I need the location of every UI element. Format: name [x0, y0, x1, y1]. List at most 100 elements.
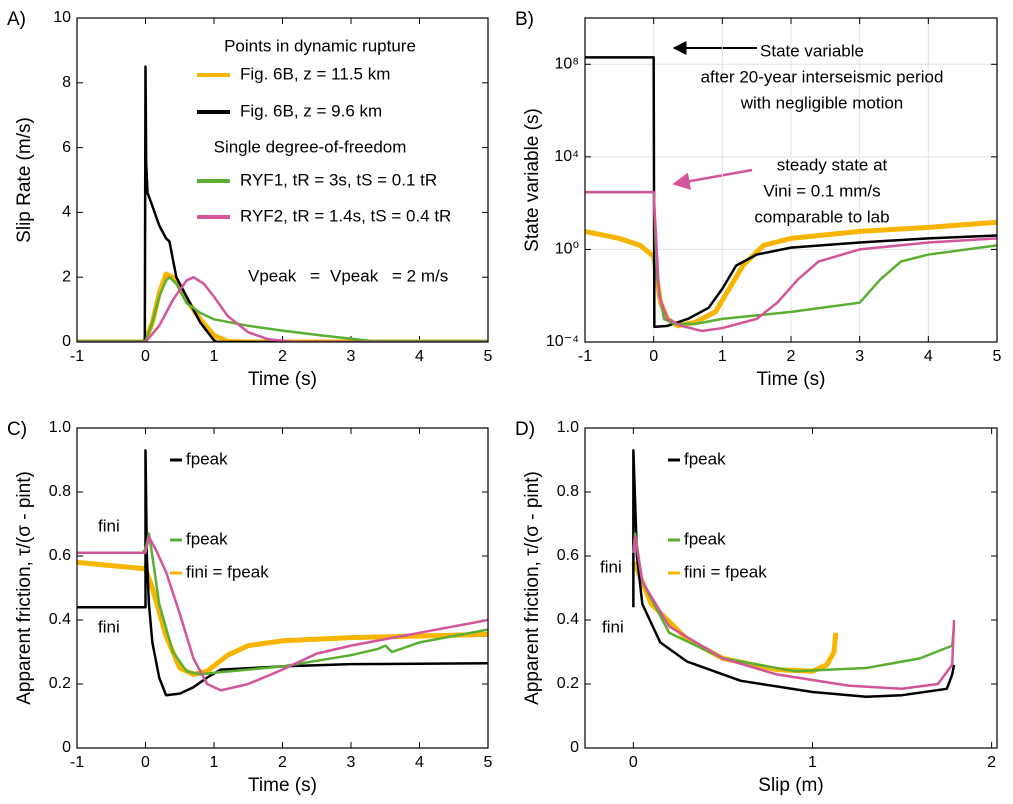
x-axis-label: Slip (m)	[758, 775, 823, 796]
legend-label: RYF1, tR = 3s, tS = 0.1 tR	[240, 170, 437, 189]
data-line	[632, 449, 956, 699]
x-tick-label: 2	[278, 348, 287, 365]
y-tick-label: 8	[62, 74, 71, 91]
annotation: Vpeak	[330, 266, 379, 285]
x-tick-label: -1	[70, 348, 84, 365]
annotation: fini	[602, 617, 624, 636]
annotation: fini	[600, 557, 622, 576]
annotation: after 20-year interseismic period	[701, 67, 944, 86]
y-axis-label: Slip Rate (m/s)	[14, 117, 35, 243]
annotation: fpeak	[684, 529, 726, 548]
annotation: comparable to lab	[754, 207, 889, 226]
y-tick-label: 4	[62, 204, 71, 221]
plot-frame	[76, 17, 489, 343]
x-tick-label: 1	[718, 348, 727, 365]
annotation: fpeak	[186, 529, 228, 548]
x-tick-label: 3	[347, 754, 356, 771]
y-tick-label: 10⁸	[554, 56, 579, 73]
annotation: State variable	[760, 41, 864, 60]
panel-label: A)	[7, 9, 26, 30]
annotation: fini	[98, 617, 120, 636]
x-tick-label: 2	[278, 754, 287, 771]
x-tick-label: -1	[578, 348, 592, 365]
data-line	[632, 535, 956, 691]
data-line	[632, 532, 956, 673]
x-tick-label: 5	[484, 348, 493, 365]
x-tick-label: 1	[210, 754, 219, 771]
data-line	[77, 275, 488, 342]
data-line	[585, 219, 997, 329]
y-tick-label: 0.6	[557, 547, 579, 564]
plot-frame	[584, 17, 998, 343]
plot-frame	[584, 427, 998, 749]
plot-lines	[585, 56, 997, 333]
annotation: fpeak	[186, 449, 228, 468]
panel-label: D)	[515, 419, 535, 440]
data-line	[77, 449, 488, 697]
annotation: fini = fpeak	[684, 562, 767, 581]
data-line	[77, 275, 488, 342]
x-axis-label: Time (s)	[248, 369, 317, 390]
y-tick-label: 0.4	[49, 611, 71, 628]
x-axis-label: Time (s)	[248, 775, 317, 796]
annotation: Points in dynamic rupture	[224, 36, 416, 55]
y-tick-label: 1.0	[557, 419, 579, 436]
x-tick-label: 4	[415, 754, 424, 771]
annotation: fini = fpeak	[186, 562, 269, 581]
panel-label: B)	[515, 9, 534, 30]
y-tick-label: 0	[62, 333, 71, 350]
x-tick-label: 3	[347, 348, 356, 365]
y-tick-label: 10⁰	[555, 241, 579, 258]
x-tick-label: 0	[649, 348, 658, 365]
y-tick-label: 10⁴	[554, 148, 579, 165]
y-tick-label: 0.2	[49, 675, 71, 692]
y-axis-label: Apparent friction, τ/(σ - pint)	[14, 471, 35, 705]
panel-label: C)	[7, 419, 27, 440]
x-tick-label: 0	[629, 754, 638, 771]
annotation: with negligible motion	[740, 93, 904, 112]
legend-label: RYF2, tR = 1.4s, tS = 0.4 tR	[240, 206, 451, 225]
y-tick-label: 0	[570, 739, 579, 756]
y-tick-label: 0.6	[49, 547, 71, 564]
plot-lines	[631, 449, 956, 699]
annotation: =	[310, 266, 320, 285]
data-line	[77, 532, 488, 676]
y-tick-label: 10⁻⁴	[546, 333, 579, 350]
x-tick-label: 5	[993, 348, 1002, 365]
y-tick-label: 0	[62, 739, 71, 756]
y-axis-label: State variable (s)	[522, 108, 543, 252]
arrow	[672, 168, 753, 190]
y-axis-label: Apparent friction, τ/(σ - pint)	[522, 471, 543, 705]
y-tick-label: 2	[62, 268, 71, 285]
x-tick-label: 4	[924, 348, 933, 365]
x-tick-label: 2	[787, 348, 796, 365]
data-line	[585, 190, 997, 333]
data-line	[77, 559, 488, 677]
x-tick-label: 1	[808, 754, 817, 771]
plot-lines	[77, 449, 488, 697]
annotation: Single degree-of-freedom	[214, 137, 407, 156]
legend-label: Fig. 6B, z = 9.6 km	[240, 101, 382, 120]
x-tick-label: 2	[987, 754, 996, 771]
data-line	[77, 535, 488, 692]
y-tick-label: 0.8	[49, 483, 71, 500]
annotation: Vpeak	[248, 266, 297, 285]
y-tick-label: 6	[62, 139, 71, 156]
annotation: fpeak	[684, 449, 726, 468]
y-tick-label: 10	[53, 9, 71, 26]
annotation: fini	[98, 516, 120, 535]
legend-label: Fig. 6B, z = 11.5 km	[240, 64, 390, 83]
x-tick-label: -1	[70, 754, 84, 771]
data-line	[585, 56, 997, 329]
data-line	[77, 65, 488, 342]
y-tick-label: 0.4	[557, 611, 579, 628]
x-tick-label: 3	[855, 348, 864, 365]
annotation: Vini = 0.1 mm/s	[763, 181, 880, 200]
x-tick-label: 5	[484, 754, 493, 771]
y-tick-label: 1.0	[49, 419, 71, 436]
x-axis-label: Time (s)	[757, 369, 826, 390]
x-tick-label: 1	[210, 348, 219, 365]
annotation: = 2 m/s	[392, 266, 448, 285]
